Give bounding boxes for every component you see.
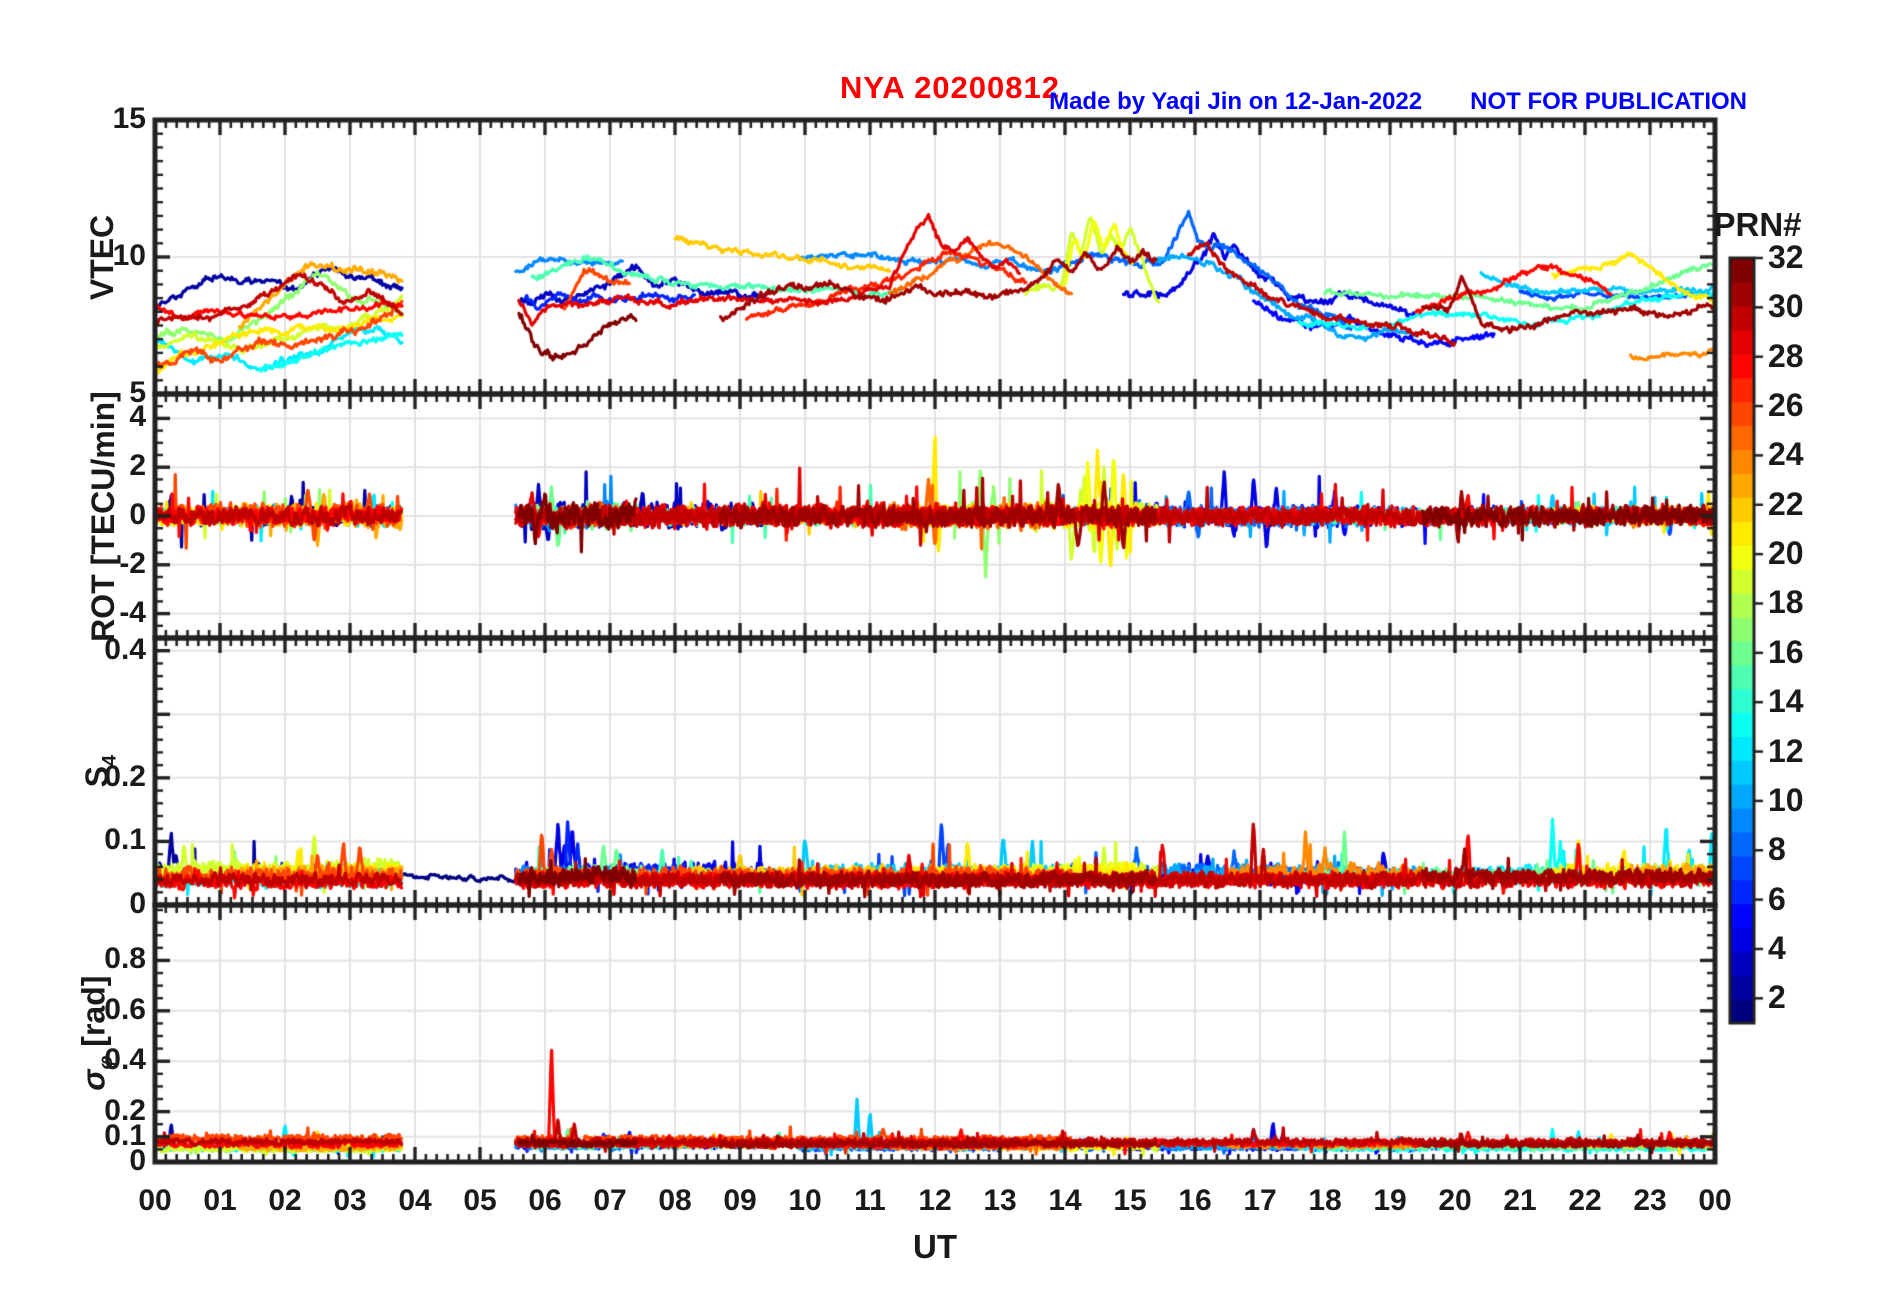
x-tick-label: 13 xyxy=(983,1184,1017,1217)
colorbar-tick-label: 14 xyxy=(1768,683,1804,720)
y-tick-label: 0.1 xyxy=(104,1118,146,1152)
x-tick-label: 20 xyxy=(1438,1184,1472,1217)
colorbar-tick-label: 22 xyxy=(1768,485,1804,522)
y-tick-label: 0.6 xyxy=(104,992,146,1026)
y-tick-label: 0.1 xyxy=(104,823,146,857)
x-tick-label: 11 xyxy=(854,1184,886,1217)
x-tick-label: 07 xyxy=(593,1184,627,1217)
colorbar-tick-label: 18 xyxy=(1768,584,1804,621)
colorbar-tick-label: 28 xyxy=(1768,337,1804,374)
credit-text: Made by Yaqi Jin on 12-Jan-2022 xyxy=(1049,88,1423,115)
y-tick-label: 15 xyxy=(112,102,146,135)
x-tick-label: 00 xyxy=(1698,1184,1732,1217)
x-tick-label: 22 xyxy=(1568,1184,1602,1217)
y-tick-label: 0.4 xyxy=(104,1043,146,1077)
colorbar-tick-label: 26 xyxy=(1768,387,1804,424)
colorbar-tick-label: 16 xyxy=(1768,633,1804,670)
x-tick-label: 18 xyxy=(1308,1184,1342,1217)
y-tick-label: 0 xyxy=(129,498,146,531)
y-tick-label: 4 xyxy=(129,400,146,434)
x-tick-label: 16 xyxy=(1178,1184,1212,1217)
colorbar-tick-label: 20 xyxy=(1768,535,1804,572)
y-tick-label: 5 xyxy=(129,376,146,409)
credit-row: Made by Yaqi Jin on 12-Jan-2022 NOT FOR … xyxy=(900,88,1747,116)
y-tick-label: 0 xyxy=(129,1144,146,1177)
x-tick-label: 06 xyxy=(528,1184,562,1217)
x-tick-label: 03 xyxy=(333,1184,367,1217)
x-tick-label: 12 xyxy=(918,1184,952,1217)
plot-title: NYA 20200812 xyxy=(840,70,1060,105)
x-tick-label: 15 xyxy=(1113,1184,1147,1217)
colorbar-title: PRN# xyxy=(1713,206,1802,243)
colorbar-tick-label: 24 xyxy=(1768,436,1804,473)
x-tick-label: 02 xyxy=(268,1184,302,1217)
x-tick-label: 21 xyxy=(1503,1184,1537,1217)
colorbar-tick-label: 32 xyxy=(1768,239,1804,275)
colorbar-tick-label: 12 xyxy=(1768,732,1804,769)
not-for-publication-text: NOT FOR PUBLICATION xyxy=(1470,88,1747,115)
colorbar-tick-label: 10 xyxy=(1768,781,1804,818)
x-tick-label: 05 xyxy=(463,1184,497,1217)
y-tick-label: -2 xyxy=(119,546,146,580)
x-tick-label: 10 xyxy=(788,1184,822,1217)
x-axis-label: UT xyxy=(913,1228,957,1265)
y-tick-label: 0.4 xyxy=(104,632,146,666)
colorbar-tick-label: 30 xyxy=(1768,288,1804,325)
x-tick-label: 14 xyxy=(1048,1184,1082,1217)
x-tick-label: 01 xyxy=(203,1184,237,1217)
x-tick-label: 04 xyxy=(398,1184,432,1217)
y-tick-label: 0.2 xyxy=(104,1093,146,1127)
y-tick-label: 10 xyxy=(112,239,146,272)
x-tick-label: 00 xyxy=(138,1184,172,1217)
x-tick-label: 08 xyxy=(658,1184,692,1217)
colorbar-tick-label: 4 xyxy=(1768,929,1786,966)
x-tick-label: 17 xyxy=(1243,1184,1277,1217)
y-tick-label: -4 xyxy=(119,595,146,629)
x-tick-label: 09 xyxy=(723,1184,757,1217)
colorbar-tick-label: 8 xyxy=(1768,831,1786,868)
y-tick-label: 0.8 xyxy=(104,942,146,976)
colorbar-tick-label: 6 xyxy=(1768,880,1786,917)
y-tick-label: 0 xyxy=(129,887,146,920)
colorbar-tick-label: 2 xyxy=(1768,979,1786,1016)
y-tick-label: 2 xyxy=(129,449,146,483)
x-tick-label: 19 xyxy=(1373,1184,1407,1217)
x-tick-label: 23 xyxy=(1633,1184,1667,1217)
y-tick-label: 0.2 xyxy=(104,759,146,793)
